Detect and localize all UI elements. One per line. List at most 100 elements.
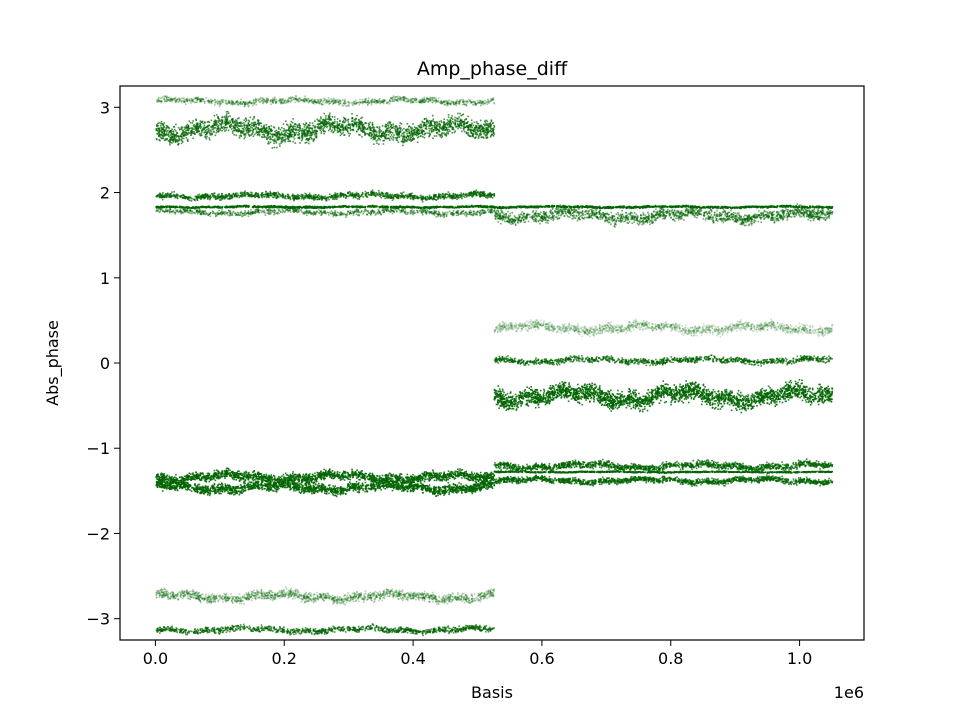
scatter-point xyxy=(492,123,494,125)
scatter-point xyxy=(281,140,283,142)
scatter-point xyxy=(329,122,331,124)
scatter-point xyxy=(364,133,366,135)
scatter-point xyxy=(459,113,461,115)
scatter-point xyxy=(183,134,185,136)
scatter-point xyxy=(237,118,239,120)
scatter-point xyxy=(370,128,372,130)
scatter-point xyxy=(434,129,436,131)
scatter-point xyxy=(481,128,483,130)
scatter-point xyxy=(223,128,225,130)
scatter-point xyxy=(237,126,239,128)
scatter-point xyxy=(448,114,450,116)
scatter-point xyxy=(243,134,245,136)
scatter-point xyxy=(369,122,371,124)
scatter-point xyxy=(371,100,373,102)
scatter-point xyxy=(221,193,223,195)
scatter-point xyxy=(416,130,418,132)
scatter-point xyxy=(302,196,304,198)
scatter-point xyxy=(228,113,230,115)
scatter-point xyxy=(424,118,426,120)
scatter-point xyxy=(287,133,289,135)
scatter-point xyxy=(218,119,220,121)
scatter-point xyxy=(493,135,495,137)
scatter-point xyxy=(459,103,461,105)
scatter-point xyxy=(466,131,468,133)
scatter-point xyxy=(421,121,423,123)
scatter-point xyxy=(169,134,171,136)
scatter-point xyxy=(243,138,245,140)
scatter-point xyxy=(309,195,311,197)
scatter-point xyxy=(442,196,444,198)
scatter-point xyxy=(165,129,167,131)
scatter-point xyxy=(163,130,165,132)
scatter-point xyxy=(334,119,336,121)
scatter-point xyxy=(221,124,223,126)
scatter-point xyxy=(209,139,211,141)
scatter-point xyxy=(181,134,183,136)
scatter-point xyxy=(229,193,231,195)
scatter-point xyxy=(374,138,376,140)
scatter-point xyxy=(334,195,336,197)
scatter-point xyxy=(350,130,352,132)
scatter-point xyxy=(157,195,159,197)
scatter-point xyxy=(398,132,400,134)
scatter-point xyxy=(177,141,179,143)
scatter-point xyxy=(275,140,277,142)
scatter-point xyxy=(428,101,430,103)
scatter-point xyxy=(210,134,212,136)
scatter-point xyxy=(249,124,251,126)
scatter-point xyxy=(290,97,292,99)
scatter-point xyxy=(301,133,303,135)
scatter-point xyxy=(286,102,288,104)
scatter-point xyxy=(284,101,286,103)
scatter-point xyxy=(259,101,261,103)
scatter-point xyxy=(334,129,336,131)
scatter-point xyxy=(398,198,400,200)
scatter-point xyxy=(406,129,408,131)
scatter-point xyxy=(199,135,201,137)
scatter-point xyxy=(466,122,468,124)
scatter-point xyxy=(359,123,361,125)
scatter-point xyxy=(367,133,369,135)
scatter-point xyxy=(472,134,474,136)
scatter-point xyxy=(480,125,482,127)
scatter-point xyxy=(443,119,445,121)
scatter-point xyxy=(339,129,341,131)
scatter-point xyxy=(229,103,231,105)
scatter-point xyxy=(199,100,201,102)
scatter-point xyxy=(257,123,259,125)
scatter-point xyxy=(189,132,191,134)
scatter-point xyxy=(166,134,168,136)
scatter-point xyxy=(273,126,275,128)
scatter-point xyxy=(211,133,213,135)
scatter-point xyxy=(159,139,161,141)
scatter-point xyxy=(334,116,336,118)
scatter-point xyxy=(185,100,187,102)
scatter-point xyxy=(326,200,328,202)
scatter-point xyxy=(333,126,335,128)
scatter-point xyxy=(329,124,331,126)
scatter-point xyxy=(178,138,180,140)
scatter-point xyxy=(321,198,323,200)
scatter-point xyxy=(321,133,323,135)
scatter-point xyxy=(285,195,287,197)
scatter-point xyxy=(323,98,325,100)
scatter-point xyxy=(231,103,233,105)
scatter-point xyxy=(173,191,175,193)
scatter-point xyxy=(321,100,323,102)
scatter-point xyxy=(424,97,426,99)
scatter-point xyxy=(222,198,224,200)
scatter-point xyxy=(161,97,163,99)
scatter-point xyxy=(294,138,296,140)
scatter-point xyxy=(283,140,285,142)
scatter-point xyxy=(236,101,238,103)
scatter-point xyxy=(402,141,404,143)
scatter-point xyxy=(169,144,171,146)
scatter-point xyxy=(378,143,380,145)
scatter-point xyxy=(492,197,494,199)
scatter-point xyxy=(442,129,444,131)
scatter-point xyxy=(243,128,245,130)
scatter-point xyxy=(335,100,337,102)
scatter-point xyxy=(346,125,348,127)
scatter-point xyxy=(299,128,301,130)
